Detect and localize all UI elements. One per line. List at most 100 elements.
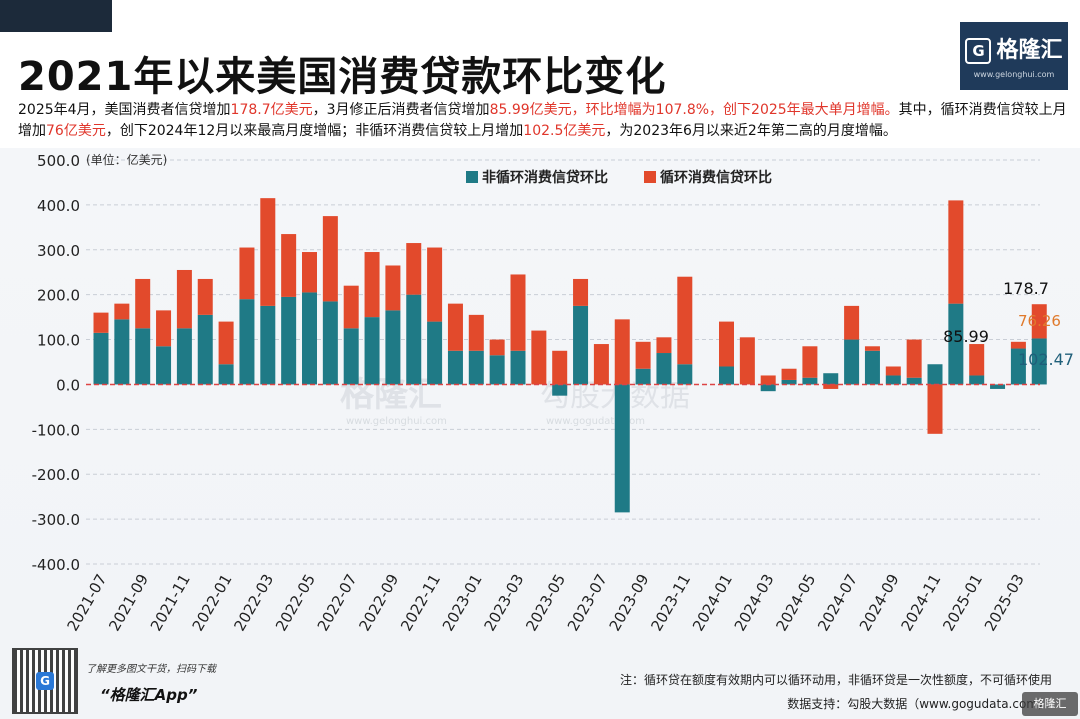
corner-badge: 格隆汇 bbox=[1022, 692, 1078, 716]
summary-part: ，环比增幅为107.8%，创下2025年最大单月增幅。 bbox=[571, 102, 899, 118]
bar-revolving bbox=[302, 252, 317, 293]
legend-label: 循环消费信贷环比 bbox=[660, 169, 772, 186]
bar-nonrevolving bbox=[447, 350, 463, 385]
x-tick-label: 2022-01 bbox=[189, 571, 236, 634]
x-tick-label: 2022-09 bbox=[355, 571, 402, 634]
top-dark-strip bbox=[0, 0, 112, 32]
x-tick-label: 2024-07 bbox=[814, 571, 861, 634]
bar-nonrevolving bbox=[176, 328, 192, 385]
page-title: 2021年以来美国消费贷款环比变化 bbox=[18, 54, 667, 100]
summary-part: 其中，循环消费信贷较上月增加 bbox=[18, 102, 1067, 139]
bar-nonrevolving bbox=[406, 294, 422, 385]
footnote: 注：循环贷在额度有效期内可以循环动用，非循环贷是一次性额度，不可循环使用 bbox=[619, 673, 1052, 687]
summary-part: 2025年4月，美国消费者信贷增加 bbox=[18, 102, 231, 118]
bar-nonrevolving bbox=[114, 319, 130, 385]
bar-revolving bbox=[614, 319, 630, 385]
bar-nonrevolving bbox=[364, 317, 380, 385]
bar-nonrevolving bbox=[281, 296, 297, 385]
bar-revolving bbox=[531, 330, 547, 385]
y-tick-label: -300.0 bbox=[32, 511, 80, 529]
bar-revolving bbox=[489, 339, 505, 356]
legend-swatch bbox=[466, 171, 478, 183]
bar-nonrevolving bbox=[864, 350, 880, 385]
summary-part: ，创下2024年12月以来最高月度增幅；非循环消费信贷较上月增加 bbox=[105, 123, 524, 139]
bar-revolving bbox=[406, 243, 422, 295]
bar-nonrevolving bbox=[93, 332, 109, 385]
y-tick-label: 100.0 bbox=[37, 332, 80, 350]
x-tick-label: 2022-11 bbox=[397, 571, 444, 634]
x-tick-label: 2021-09 bbox=[105, 571, 152, 634]
footer bbox=[0, 653, 1080, 719]
watermark-left-url: www.gelonghui.com bbox=[346, 416, 447, 427]
bar-revolving bbox=[760, 375, 776, 385]
y-tick-label: 400.0 bbox=[37, 197, 80, 215]
bar-nonrevolving bbox=[135, 328, 151, 385]
bar-revolving bbox=[906, 339, 922, 378]
bar-revolving bbox=[656, 337, 672, 354]
bar-nonrevolving bbox=[218, 364, 234, 385]
bar-nonrevolving bbox=[927, 364, 943, 385]
watermark-right-url: www.gogudata.com bbox=[546, 416, 645, 427]
x-tick-label: 2024-01 bbox=[689, 571, 736, 634]
bar-revolving bbox=[1010, 341, 1026, 349]
x-tick-label: 2024-09 bbox=[856, 571, 903, 634]
logo-g-icon: G bbox=[965, 38, 992, 64]
bar-revolving bbox=[468, 314, 484, 351]
summary-text: 2025年4月，美国消费者信贷增加178.7亿美元，3月修正后消费者信贷增加85… bbox=[18, 100, 1068, 142]
bar-nonrevolving bbox=[468, 350, 484, 385]
bar-revolving bbox=[635, 341, 651, 369]
bar-nonrevolving bbox=[343, 328, 359, 385]
bar-revolving bbox=[677, 276, 693, 365]
data-label: 85.99 bbox=[943, 327, 989, 346]
x-tick-label: 2024-03 bbox=[731, 571, 778, 634]
bar-nonrevolving bbox=[322, 301, 338, 385]
bar-nonrevolving bbox=[1031, 338, 1047, 385]
x-tick-label: 2023-07 bbox=[564, 571, 611, 634]
bar-revolving bbox=[156, 310, 172, 347]
summary-part: 178.7亿美元 bbox=[230, 102, 313, 118]
bar-nonrevolving bbox=[760, 384, 776, 392]
bar-revolving bbox=[510, 274, 526, 351]
bar-revolving bbox=[447, 303, 463, 351]
bar-revolving bbox=[260, 198, 276, 306]
bar-revolving bbox=[885, 366, 901, 376]
summary-part: 102.5亿美元 bbox=[523, 123, 606, 139]
bar-nonrevolving bbox=[844, 339, 860, 385]
bar-revolving bbox=[197, 278, 213, 315]
bar-revolving bbox=[322, 216, 338, 302]
brand-logo: G 格隆汇 www.gelonghui.com bbox=[960, 22, 1068, 90]
y-tick-label: 200.0 bbox=[37, 287, 80, 305]
x-tick-label: 2022-07 bbox=[314, 571, 361, 634]
bar-revolving bbox=[343, 285, 359, 329]
data-label: 102.47 bbox=[1018, 350, 1074, 369]
qr-code[interactable] bbox=[12, 648, 78, 714]
bar-nonrevolving bbox=[948, 303, 964, 385]
bar-nonrevolving bbox=[802, 377, 818, 385]
data-label: 178.7 bbox=[1003, 279, 1049, 298]
bar-revolving bbox=[281, 234, 297, 297]
x-tick-label: 2023-05 bbox=[522, 571, 569, 634]
bar-nonrevolving bbox=[156, 346, 172, 385]
y-tick-label: 500.0 bbox=[37, 152, 80, 170]
y-tick-label: -100.0 bbox=[32, 421, 80, 439]
y-tick-label: -200.0 bbox=[32, 466, 80, 484]
bar-revolving bbox=[802, 346, 818, 378]
y-tick-label: 300.0 bbox=[37, 242, 80, 260]
bar-nonrevolving bbox=[385, 310, 401, 385]
bar-revolving bbox=[739, 337, 755, 385]
bar-nonrevolving bbox=[302, 292, 317, 385]
bar-nonrevolving bbox=[990, 384, 1006, 389]
x-tick-label: 2023-03 bbox=[481, 571, 528, 634]
bar-nonrevolving bbox=[260, 305, 276, 385]
bar-revolving bbox=[593, 344, 609, 385]
bar-nonrevolving bbox=[823, 373, 839, 385]
summary-part: 85.99亿美元 bbox=[489, 102, 572, 118]
bar-revolving bbox=[719, 321, 734, 367]
bar-revolving bbox=[969, 344, 985, 376]
chart-area: 500.0 400.0 300.0 200.0 100.0 0.0 -100.0 -200.0… bbox=[0, 148, 1080, 653]
bar-nonrevolving bbox=[552, 384, 568, 396]
data-label: 76.26 bbox=[1018, 312, 1061, 330]
x-tick-label: 2022-03 bbox=[230, 571, 277, 634]
bar-revolving bbox=[948, 200, 964, 304]
promo-line-1: 了解更多图文干货，扫码下载 bbox=[86, 664, 216, 675]
